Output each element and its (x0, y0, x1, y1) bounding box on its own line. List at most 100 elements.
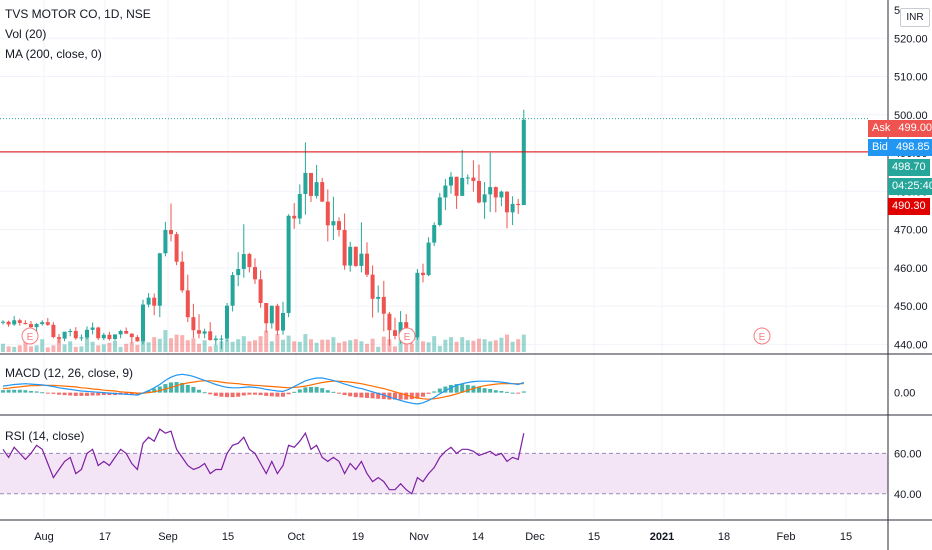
macd-histogram-bar (303, 387, 308, 393)
macd-histogram-bar (292, 391, 297, 393)
candle-body (320, 182, 325, 202)
candle-body (96, 327, 101, 339)
macd-signal-line (2, 380, 524, 400)
macd-histogram-bar (208, 392, 213, 395)
rsi-indicator-label[interactable]: RSI (14, close) (5, 429, 85, 443)
bid-value: 498.85 (895, 141, 930, 153)
macd-histogram-bar (107, 392, 112, 396)
volume-indicator-label[interactable]: Vol (20) (5, 27, 47, 41)
candle-body (516, 203, 521, 206)
candle-body (225, 305, 229, 339)
earnings-marker[interactable]: E (398, 327, 416, 345)
volume-bar (331, 337, 336, 352)
candle-body (359, 253, 364, 266)
symbol-title[interactable]: TVS MOTOR CO, 1D, NSE (5, 7, 151, 21)
ma-indicator-label[interactable]: MA (200, close, 0) (5, 47, 102, 61)
macd-histogram-bar (23, 390, 28, 393)
volume-bar (180, 335, 185, 352)
macd-histogram-bar (269, 392, 274, 397)
macd-line (2, 373, 525, 405)
volume-bar (40, 339, 45, 352)
time-axis-tick: 19 (352, 531, 364, 543)
time-axis-tick: 14 (472, 531, 484, 543)
candle-body (275, 305, 280, 331)
grid-lines (0, 0, 888, 518)
candle-body (465, 177, 470, 179)
volume-bar (258, 336, 263, 352)
earnings-marker[interactable]: E (753, 327, 771, 345)
volume-bar (426, 342, 431, 352)
macd-histogram-bar (73, 392, 78, 396)
volume-bar (135, 344, 140, 352)
candle-body (454, 176, 459, 196)
volume-bar (275, 334, 280, 352)
candle-body (264, 303, 269, 324)
candle-body (73, 330, 78, 339)
volume-bar (353, 339, 358, 352)
macd-histogram-bar (197, 389, 201, 393)
time-axis-tick: Aug (34, 531, 54, 543)
volume-bar (202, 340, 207, 352)
candle-body (499, 191, 504, 198)
volume-bar (191, 338, 196, 352)
time-axis[interactable]: Aug 17 Sep 15 Oct 19 Nov 14 Dec 15 2021 18 Feb 15 (34, 531, 852, 543)
macd-histogram-bar (247, 392, 252, 395)
candle-body (62, 331, 67, 339)
candle-body (286, 215, 291, 313)
macd-histogram-bar (325, 390, 330, 393)
candle-body (152, 297, 157, 306)
time-axis-tick: 18 (718, 531, 730, 543)
macd-histogram-bar (398, 392, 403, 400)
volume-bar (34, 345, 39, 352)
macd-histogram-bar (437, 388, 442, 393)
volume-bar (107, 342, 112, 352)
volume-bar (449, 337, 453, 352)
volume-bar (309, 339, 313, 352)
macd-histogram-bar (359, 392, 364, 398)
earnings-marker-label: E (27, 332, 34, 343)
rsi-line (2, 428, 525, 495)
macd-histogram-bar (493, 390, 498, 393)
volume-bar (68, 341, 73, 352)
candle-body (460, 177, 465, 196)
volume-bar (337, 342, 341, 352)
price-axis-tick: 470.00 (894, 225, 928, 237)
macd-histogram-bar (17, 389, 22, 393)
earnings-marker[interactable]: E (21, 327, 39, 345)
volume-bar (437, 345, 442, 352)
candle-body (40, 322, 45, 325)
volume-bar (163, 330, 168, 352)
macd-histogram-bar (521, 391, 526, 393)
volume-bar (342, 341, 347, 352)
macd-histogram-bar (477, 386, 481, 393)
macd-histogram-bar (432, 391, 437, 393)
candle-body (51, 324, 56, 338)
currency-button[interactable]: INR (900, 8, 930, 27)
candle-body (146, 297, 151, 305)
macd-histogram-bar (57, 392, 61, 395)
time-axis-tick: 15 (588, 531, 600, 543)
candle-body (34, 324, 39, 328)
volume-bar (303, 334, 308, 352)
volume-bar (393, 346, 397, 352)
price-axis[interactable]: 440.00450.00460.00470.00480.00490.00500.… (894, 5, 928, 501)
macd-histogram-bar (62, 392, 67, 396)
macd-histogram-bar (309, 386, 313, 393)
price-level-lines (0, 118, 932, 153)
volume-bar (460, 337, 465, 352)
candle-body (269, 305, 274, 324)
candle-body (303, 172, 308, 194)
price-axis-tick: 460.00 (894, 263, 928, 275)
volume-bar (96, 345, 101, 352)
volume-bar (225, 339, 229, 352)
price-axis-tick: 500.00 (894, 110, 928, 122)
candle-body (247, 254, 252, 268)
macd-indicator-label[interactable]: MACD (12, 26, close, 9) (5, 366, 134, 380)
candle-body (404, 322, 409, 333)
volume-bar (516, 339, 521, 352)
volume-bar (157, 338, 162, 352)
volume-bar (101, 344, 106, 352)
